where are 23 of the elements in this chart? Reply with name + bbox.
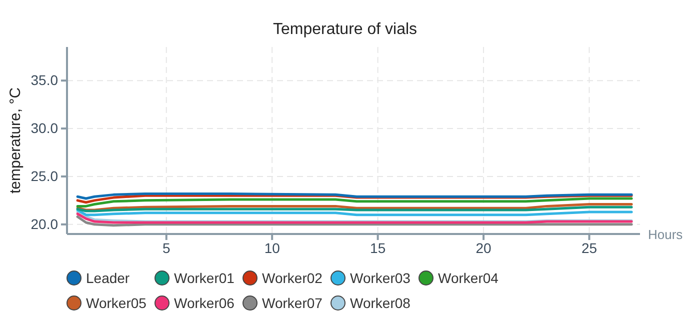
x-tick-label: 5 xyxy=(162,240,170,256)
legend-label: Leader xyxy=(86,270,130,286)
legend-label: Worker03 xyxy=(350,270,411,286)
legend-label: Worker04 xyxy=(438,270,499,286)
chart-title: Temperature of vials xyxy=(272,21,418,38)
x-tick-label: 10 xyxy=(264,240,280,256)
legend-label: Worker07 xyxy=(262,295,323,311)
x-tick-label: 15 xyxy=(370,240,386,256)
legend-label: Worker05 xyxy=(86,295,147,311)
line-series xyxy=(76,215,633,227)
legend-label: Worker02 xyxy=(262,270,323,286)
x-tick-label: 20 xyxy=(476,240,492,256)
legend-label: Worker08 xyxy=(350,295,411,311)
x-tick-label: 25 xyxy=(581,240,598,256)
x-axis-title: Hours xyxy=(648,227,684,242)
y-tick-label: 20.0 xyxy=(30,216,58,232)
legend-label: Worker01 xyxy=(174,270,235,286)
y-tick-label: 25.0 xyxy=(30,168,58,184)
legend-label: Worker06 xyxy=(174,295,235,311)
y-tick-label: 35.0 xyxy=(30,72,58,88)
line-series xyxy=(76,197,633,208)
y-tick-label: 30.0 xyxy=(30,120,58,136)
y-axis-title: temperature, °C xyxy=(7,87,24,194)
